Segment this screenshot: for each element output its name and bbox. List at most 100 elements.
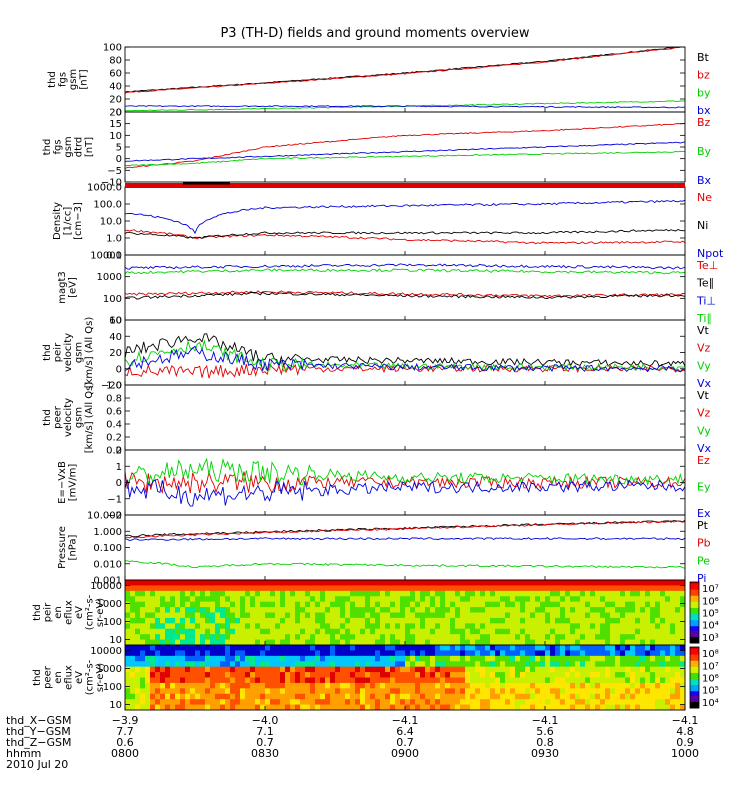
spectrogram-cell [415,672,421,678]
spectrogram-cell [240,639,246,646]
spectrogram-cell [310,628,316,635]
spectrogram-cell [160,623,166,630]
y-tick-label: 20 [109,108,122,119]
spectrogram-cell [565,607,571,613]
spectrogram-cell [220,661,226,668]
spectrogram-cell [510,585,516,592]
spectrogram-cell [400,666,406,673]
spectrogram-cell [390,682,396,689]
spectrogram-cell [390,628,396,635]
spectrogram-cell [605,617,611,624]
series-line-bt [124,46,685,93]
spectrogram-cell [440,585,446,592]
spectrogram-cell [590,666,596,673]
spectrogram-cell [450,585,456,592]
spectrogram-cell [415,699,421,705]
spectrogram-cell [600,650,606,657]
spectrogram-cell [420,661,426,668]
spectrogram-cell [175,585,181,592]
spectrogram-cell [655,580,661,586]
spectrogram-cell [495,699,501,705]
spectrogram-cell [575,580,581,586]
spectrogram-cell [380,596,386,603]
spectrogram-cell [170,693,176,700]
y-tick-label: 40 [109,82,122,93]
spectrogram-cell [605,601,611,608]
spectrogram-cell [390,672,396,678]
series-line-pi [124,537,686,541]
spectrogram-cell [335,580,341,586]
spectrogram-cell [280,634,286,640]
spectrogram-cell [600,617,606,624]
spectrogram-cell [490,596,496,603]
spectrogram-cell [680,661,686,668]
spectrogram-cell [150,601,156,608]
spectrogram-cell [625,628,631,635]
spectrogram-cell [470,666,476,673]
spectrogram-cell [360,639,366,646]
spectrogram-cell [645,661,651,668]
spectrogram-cell [365,612,371,619]
spectrogram-cell [570,639,576,646]
spectrogram-cell [275,704,281,711]
spectrogram-cell [530,650,536,657]
spectrogram-cell [370,612,376,619]
spectrogram-cell [625,693,631,700]
spectrogram-cell [150,655,156,662]
spectrogram-cell [415,693,421,700]
spectrogram-cell [485,650,491,657]
spectrogram-cell [180,688,186,695]
spectrogram-cell [420,617,426,624]
spectrogram-cell [430,580,436,586]
spectrogram-cell [130,693,136,700]
spectrogram-cell [190,672,196,678]
spectrogram-cell [265,693,271,700]
spectrogram-cell [390,585,396,592]
spectrogram-cell [680,612,686,619]
spectrogram-cell [295,628,301,635]
spectrogram-cell [220,612,226,619]
spectrogram-cell [375,628,381,635]
spectrogram-cell [335,612,341,619]
spectrogram-cell [550,623,556,630]
spectrogram-cell [205,666,211,673]
spectrogram-cell [205,628,211,635]
spectrogram-cell [175,601,181,608]
spectrogram-cell [175,699,181,705]
spectrogram-cell [350,617,356,624]
spectrogram-cell [280,677,286,684]
spectrogram-cell [530,623,536,630]
spectrogram-cell [150,666,156,673]
spectrogram-cell [400,677,406,684]
spectrogram-cell [335,661,341,668]
spectrogram-cell [125,645,131,651]
spectrogram-cell [450,596,456,603]
spectrogram-cell [525,672,531,678]
spectrogram-cell [425,628,431,635]
spectrogram-cell [335,596,341,603]
spectrogram-cell [580,601,586,608]
spectrogram-cell [200,693,206,700]
series-line-ti∥ [124,268,686,275]
spectrogram-cell [455,628,461,635]
spectrogram-cell [670,688,676,695]
spectrogram-cell [210,666,216,673]
spectrogram-cell [130,628,136,635]
spectrogram-cell [580,682,586,689]
spectrogram-cell [395,650,401,657]
spectrogram-cell [510,672,516,678]
panel-frame [124,186,686,256]
spectrogram-cell [360,645,366,651]
spectrogram-cell [285,596,291,603]
colorbar-segment [690,604,699,607]
spectrogram-cell [480,628,486,635]
spectrogram-cell [555,580,561,586]
spectrogram-cell [225,639,231,646]
spectrogram-cell [505,639,511,646]
spectrogram-cell [515,650,521,657]
spectrogram-cell [550,585,556,592]
spectrogram-cell [200,607,206,613]
spectrogram-cell [535,623,541,630]
spectrogram-cell [490,639,496,646]
spectrogram-cell [225,596,231,603]
